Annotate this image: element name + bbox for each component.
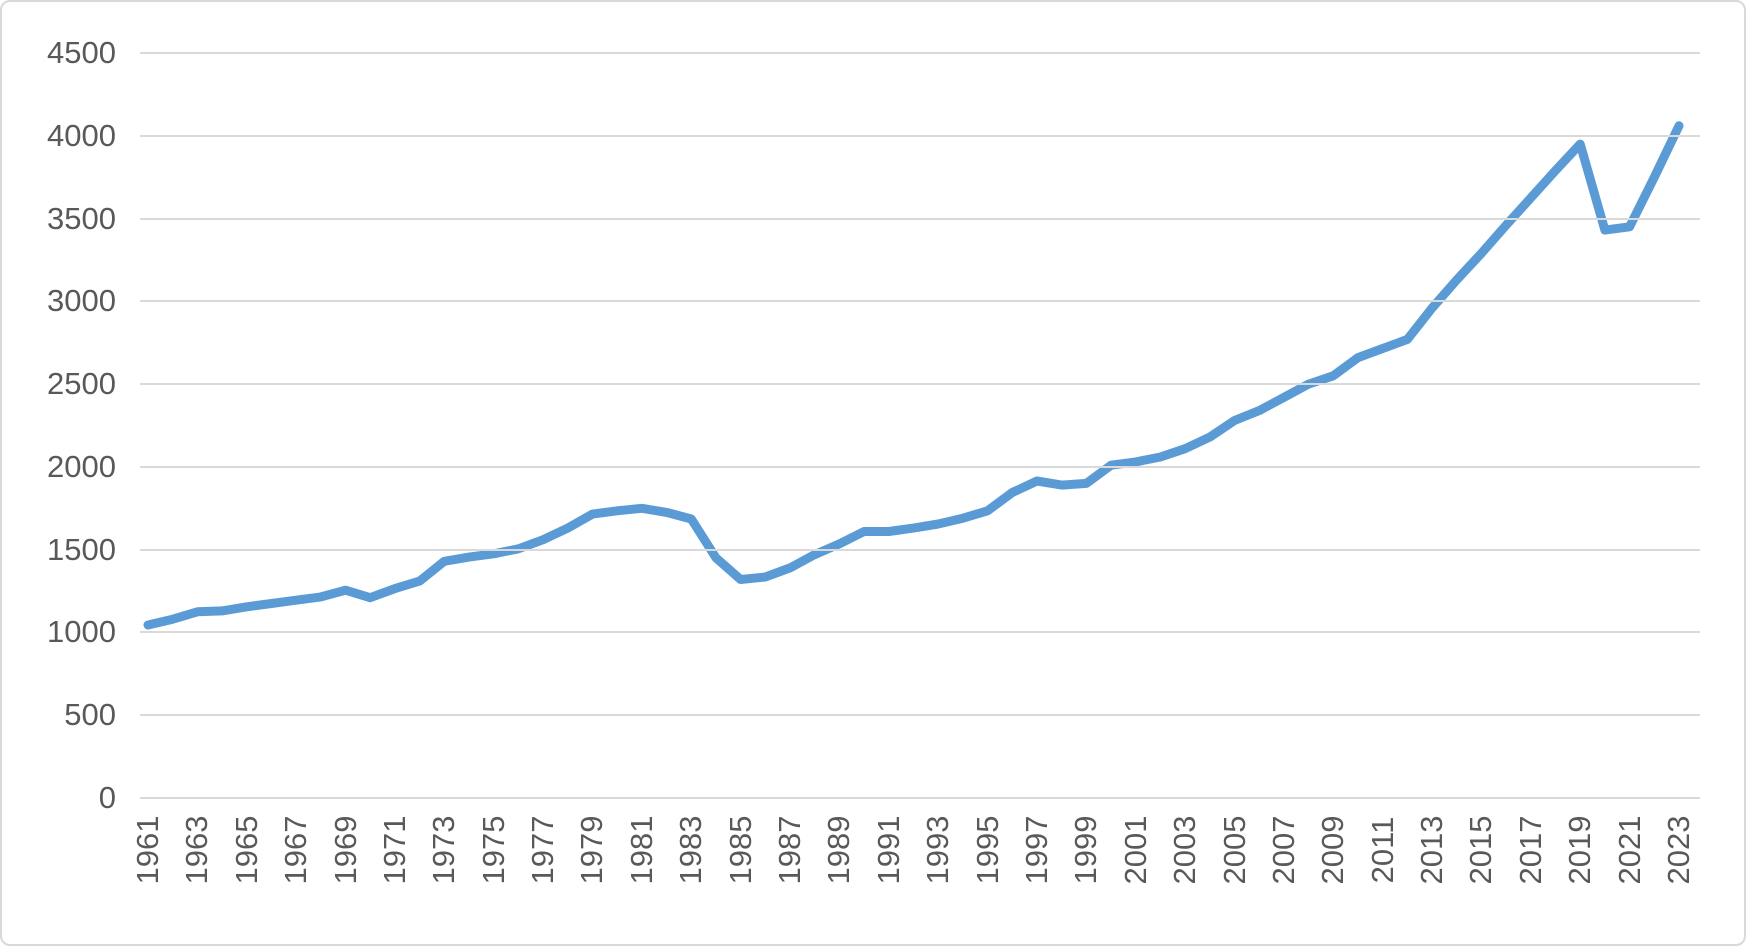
gridline-y-2500 <box>140 383 1700 386</box>
y-axis-label-500: 500 <box>64 697 116 733</box>
x-axis-label-2019: 2019 <box>1562 815 1598 885</box>
x-axis-label-2015: 2015 <box>1463 815 1499 885</box>
x-axis-label-1967: 1967 <box>278 815 314 885</box>
x-axis-label-2017: 2017 <box>1512 815 1548 885</box>
x-axis-label-1961: 1961 <box>130 815 165 885</box>
gridline-y-1000 <box>140 631 1700 634</box>
gridline-y-1500 <box>140 548 1700 551</box>
x-axis-label-1965: 1965 <box>228 815 264 885</box>
x-axis-label-2023: 2023 <box>1660 815 1696 885</box>
y-axis-label-0: 0 <box>98 780 116 815</box>
y-axis-label-4500: 4500 <box>47 35 116 70</box>
y-axis-label-4000: 4000 <box>47 117 116 153</box>
x-axis-label-1963: 1963 <box>179 815 215 885</box>
x-axis-label-2007: 2007 <box>1265 815 1301 885</box>
x-axis-label-1971: 1971 <box>376 815 412 885</box>
x-axis-label-1977: 1977 <box>525 815 561 885</box>
gridline-y-2000 <box>140 465 1700 468</box>
x-axis-label-2003: 2003 <box>1167 815 1203 885</box>
x-axis-label-1985: 1985 <box>722 815 758 885</box>
x-axis-label-1991: 1991 <box>870 815 906 885</box>
y-axis-label-1500: 1500 <box>47 531 116 567</box>
y-axis-label-1000: 1000 <box>47 614 116 650</box>
x-axis-label-2001: 2001 <box>1117 815 1153 885</box>
y-axis-label-2500: 2500 <box>47 366 116 402</box>
x-axis-label-1975: 1975 <box>475 815 511 885</box>
gridline-y-3500 <box>140 217 1700 220</box>
x-axis-label-2005: 2005 <box>1216 815 1252 885</box>
x-axis-label-2009: 2009 <box>1315 815 1351 885</box>
x-axis-label-1997: 1997 <box>1018 815 1054 885</box>
x-axis-label-1979: 1979 <box>574 815 610 885</box>
x-axis-label-1993: 1993 <box>920 815 956 885</box>
gridline-y-500 <box>140 714 1700 717</box>
x-axis-label-2011: 2011 <box>1364 816 1400 884</box>
x-axis-label-1995: 1995 <box>969 815 1005 885</box>
x-axis-label-1987: 1987 <box>772 815 808 885</box>
x-axis-label-2021: 2021 <box>1611 815 1647 885</box>
x-axis-label-1999: 1999 <box>1068 815 1104 885</box>
gridline-y-4000 <box>140 134 1700 137</box>
x-axis-label-2013: 2013 <box>1414 815 1450 885</box>
gridline-y-3000 <box>140 300 1700 303</box>
x-axis-label-1983: 1983 <box>673 815 709 885</box>
y-axis-label-3500: 3500 <box>47 200 116 236</box>
x-axis-label-1981: 1981 <box>623 815 659 885</box>
x-axis-label-1969: 1969 <box>327 815 363 885</box>
y-axis-label-2000: 2000 <box>47 448 116 484</box>
gridline-y-4500 <box>140 52 1700 54</box>
gridline-y-0 <box>140 797 1700 799</box>
x-axis-label-1973: 1973 <box>426 815 462 885</box>
x-axis-label-1989: 1989 <box>821 815 857 885</box>
y-axis-label-3000: 3000 <box>47 283 116 319</box>
